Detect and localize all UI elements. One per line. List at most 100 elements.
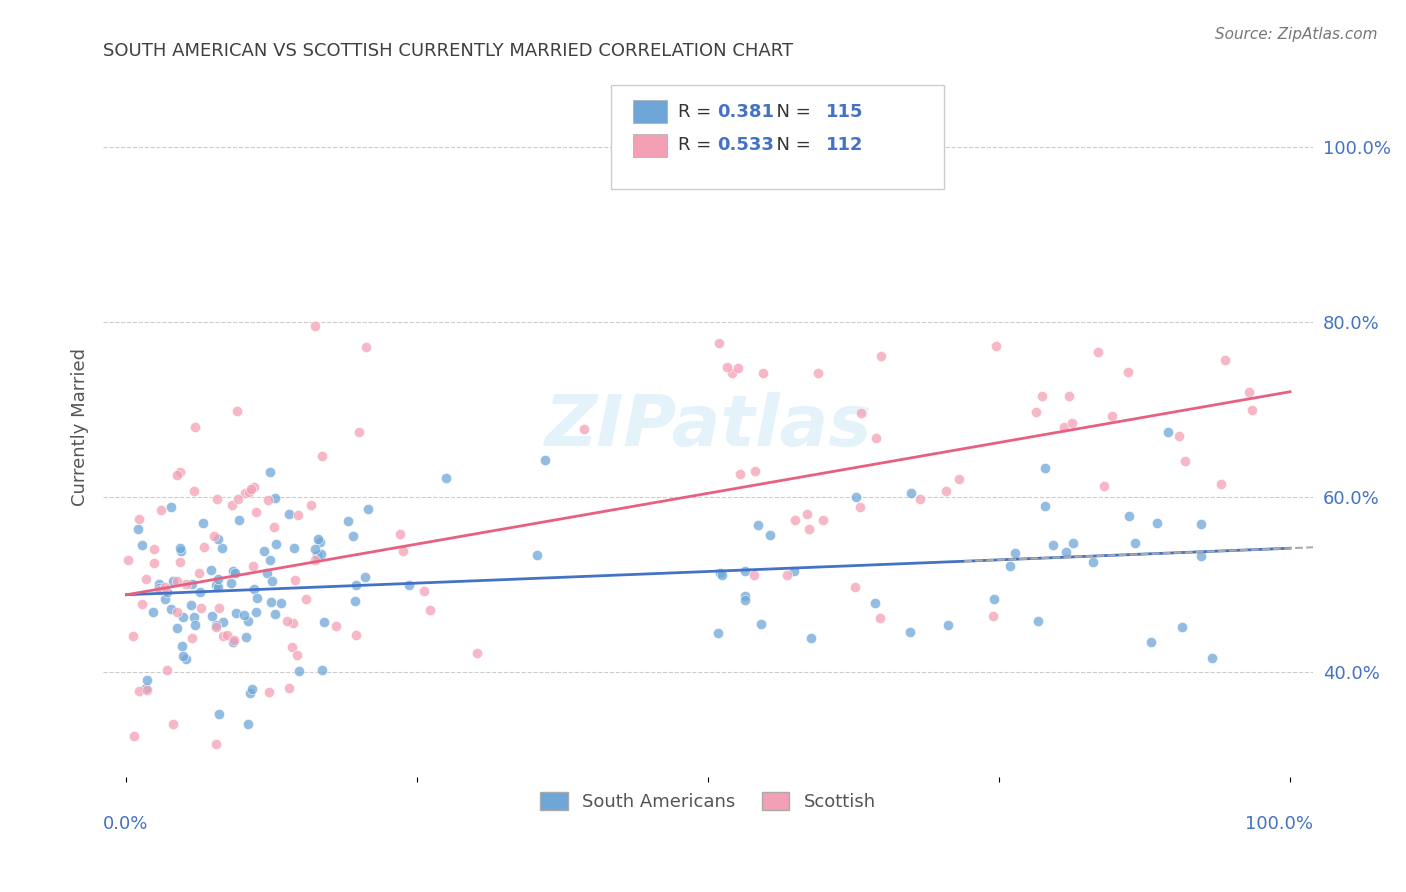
Point [935,483,957,498]
Point [204,529,226,543]
Point [304,541,326,556]
Point [287,508,309,522]
Point [983,591,1005,606]
Point [1033,500,1056,514]
Point [344,578,367,592]
Point [135,573,157,587]
Point [207,580,229,594]
Point [304,553,326,567]
Text: ZIPatlas: ZIPatlas [544,392,872,461]
Point [344,594,367,608]
Point [865,431,887,445]
Point [205,578,228,592]
Text: N =: N = [765,103,817,120]
Point [344,628,367,642]
Point [811,513,834,527]
Point [259,465,281,479]
Point [224,566,246,580]
Point [238,485,260,500]
FancyBboxPatch shape [633,101,666,123]
Point [155,585,177,599]
Point [222,634,245,648]
Point [936,618,959,632]
Point [353,570,375,584]
Point [246,591,269,605]
Point [294,591,316,606]
Point [166,621,188,635]
Point [205,617,228,632]
Point [201,609,224,624]
Point [734,564,756,578]
Point [172,609,194,624]
Point [128,684,150,698]
Point [127,522,149,536]
Point [256,566,278,580]
Point [162,717,184,731]
Point [799,522,821,536]
Point [153,580,176,594]
Point [190,600,212,615]
Point [169,541,191,556]
Point [998,558,1021,573]
Point [124,729,146,743]
Point [1146,516,1168,531]
Point [264,491,287,506]
Text: 100.0%: 100.0% [1246,815,1313,833]
Point [389,527,412,541]
Point [1081,555,1104,569]
Point [849,406,872,420]
Point [212,629,235,643]
Point [211,541,233,555]
Point [287,664,309,678]
Point [264,607,287,622]
Point [225,404,247,418]
Legend: South Americans, Scottish: South Americans, Scottish [531,782,884,820]
Point [184,617,207,632]
Point [948,472,970,486]
Point [281,640,304,654]
Point [1189,549,1212,564]
Point [239,482,262,496]
Point [785,512,807,526]
Point [193,540,215,554]
Point [311,547,333,561]
Point [169,555,191,569]
Point [1239,384,1261,399]
Point [136,683,159,698]
Point [711,567,734,582]
Point [796,507,818,521]
Point [434,471,457,485]
Point [734,589,756,603]
Point [284,574,307,588]
Point [236,717,259,731]
Point [148,577,170,591]
Point [150,502,173,516]
Point [398,578,420,592]
Point [1057,389,1080,403]
Point [1092,479,1115,493]
Point [419,603,441,617]
Point [1033,461,1056,475]
Point [1174,454,1197,468]
Point [235,630,257,644]
Point [572,422,595,436]
Point [122,629,145,643]
Point [160,500,183,515]
Point [222,564,245,578]
Point [143,557,166,571]
Point [534,452,557,467]
Point [188,566,211,580]
Text: 115: 115 [825,103,863,120]
Point [325,619,347,633]
Point [170,639,193,653]
Point [180,599,202,613]
Point [142,605,165,619]
Point [981,609,1004,624]
Point [728,467,751,481]
Point [1087,345,1109,359]
Point [800,632,823,646]
Point [747,517,769,532]
Point [356,340,378,354]
Point [1201,650,1223,665]
Point [260,595,283,609]
